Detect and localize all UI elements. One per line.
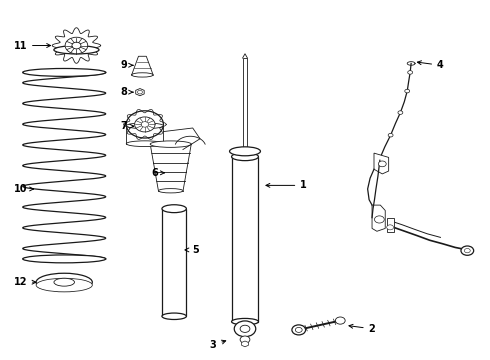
Ellipse shape [132,73,153,77]
Ellipse shape [162,313,186,319]
Bar [387,219,393,232]
Text: 4: 4 [417,60,444,70]
Circle shape [408,71,413,74]
Circle shape [240,336,250,343]
Text: 2: 2 [349,324,375,334]
Ellipse shape [150,141,191,147]
Ellipse shape [126,141,163,147]
Text: 8: 8 [121,87,133,97]
Text: 10: 10 [14,184,33,194]
Text: 1: 1 [266,180,307,190]
Text: 11: 11 [14,41,50,50]
Polygon shape [374,153,389,174]
Text: 6: 6 [151,168,164,178]
Bar [243,58,247,151]
Circle shape [126,111,163,138]
Text: 12: 12 [14,277,36,287]
Ellipse shape [126,123,163,129]
Bar [232,157,258,321]
Polygon shape [132,56,153,75]
Circle shape [65,37,88,54]
Circle shape [234,321,256,337]
Circle shape [374,216,384,223]
Ellipse shape [36,273,92,291]
Circle shape [378,161,386,167]
Circle shape [72,42,81,49]
Polygon shape [242,341,248,347]
Circle shape [388,134,393,137]
Ellipse shape [23,255,106,263]
Ellipse shape [162,205,186,213]
Circle shape [398,111,403,114]
Ellipse shape [232,153,258,161]
Ellipse shape [23,68,106,76]
Circle shape [135,117,155,132]
Circle shape [465,248,470,253]
Ellipse shape [36,278,92,292]
Circle shape [335,317,345,324]
Circle shape [387,225,393,230]
Circle shape [138,90,143,94]
Text: 5: 5 [185,245,198,255]
Text: 9: 9 [121,60,133,70]
Circle shape [141,122,148,127]
Ellipse shape [232,319,258,325]
Ellipse shape [158,189,183,193]
Circle shape [292,325,306,335]
Circle shape [461,246,474,255]
Ellipse shape [54,46,99,54]
Circle shape [405,89,410,93]
Text: 3: 3 [210,340,226,350]
Circle shape [295,327,302,332]
Ellipse shape [229,147,261,156]
Polygon shape [136,89,144,96]
Polygon shape [372,205,385,231]
Circle shape [240,325,250,332]
Bar [162,209,186,316]
Text: 7: 7 [121,121,134,131]
Ellipse shape [54,278,74,286]
Bar [126,126,163,144]
